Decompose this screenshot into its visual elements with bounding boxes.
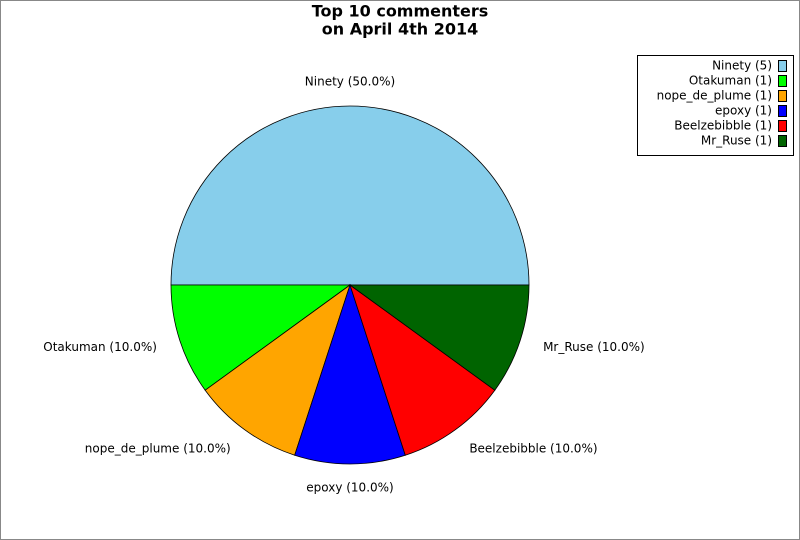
legend-swatch — [778, 60, 787, 72]
legend-swatch — [778, 90, 787, 102]
slice-label: Beelzebibble (10.0%) — [469, 442, 597, 456]
pie-slice — [294, 283, 406, 465]
pie-slice — [348, 284, 530, 391]
legend-swatch — [778, 120, 787, 132]
pie-slice — [204, 283, 351, 456]
legend-swatch — [778, 75, 787, 87]
slice-label: Ninety (50.0%) — [305, 75, 395, 89]
legend-label: Ninety (5) — [712, 59, 772, 73]
pie-slice — [349, 283, 496, 456]
legend-swatch — [778, 105, 787, 117]
legend-label: epoxy (1) — [715, 104, 772, 118]
legend-label: Mr_Ruse (1) — [701, 134, 772, 148]
slice-label: Mr_Ruse (10.0%) — [543, 340, 645, 354]
slice-label: nope_de_plume (10.0%) — [85, 442, 231, 456]
chart-title: on April 4th 2014 — [322, 20, 479, 39]
slice-label: Otakuman (10.0%) — [43, 340, 157, 354]
legend-box — [637, 55, 794, 156]
legend-swatch — [778, 135, 787, 147]
legend-label: Beelzebibble (1) — [674, 119, 772, 133]
legend-label: nope_de_plume (1) — [657, 89, 772, 103]
pie-slice — [170, 105, 530, 286]
chart-title: Top 10 commenters — [312, 2, 489, 21]
slice-label: epoxy (10.0%) — [306, 481, 393, 495]
legend-label: Otakuman (1) — [689, 74, 772, 88]
pie-slice — [170, 284, 352, 391]
